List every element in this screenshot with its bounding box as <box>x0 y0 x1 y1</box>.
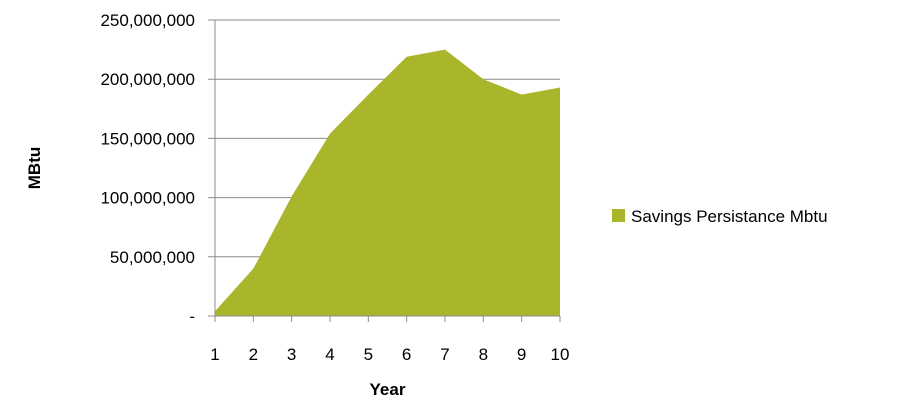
x-tick-label: 10 <box>551 345 570 364</box>
y-tick-label: 150,000,000 <box>100 129 195 148</box>
y-tick-label: 250,000,000 <box>100 11 195 30</box>
y-tick-label: 100,000,000 <box>100 189 195 208</box>
legend-swatch <box>612 209 625 222</box>
x-tick-label: 8 <box>479 345 488 364</box>
series-area-layer <box>215 49 560 316</box>
x-tick-label: 2 <box>249 345 258 364</box>
x-tick-labels: 1 2 3 4 5 6 7 8 9 10 <box>210 345 569 364</box>
x-axis-title: Year <box>370 380 406 399</box>
y-axis-title: MBtu <box>25 147 44 189</box>
x-tick-label: 6 <box>402 345 411 364</box>
x-tick-label: 1 <box>210 345 219 364</box>
axes <box>208 20 561 322</box>
y-tick-label: - <box>189 307 195 326</box>
legend-label: Savings Persistance Mbtu <box>631 207 828 226</box>
y-tick-label: 200,000,000 <box>100 70 195 89</box>
x-tick-label: 7 <box>440 345 449 364</box>
series-area <box>215 49 560 316</box>
x-tick-label: 5 <box>364 345 373 364</box>
x-tick-label: 3 <box>287 345 296 364</box>
y-tick-label: 50,000,000 <box>110 248 195 267</box>
x-tick-label: 4 <box>325 345 334 364</box>
y-tick-labels: - 50,000,000 100,000,000 150,000,000 200,000… <box>100 11 195 326</box>
x-tick-label: 9 <box>517 345 526 364</box>
legend: Savings Persistance Mbtu <box>612 207 828 226</box>
